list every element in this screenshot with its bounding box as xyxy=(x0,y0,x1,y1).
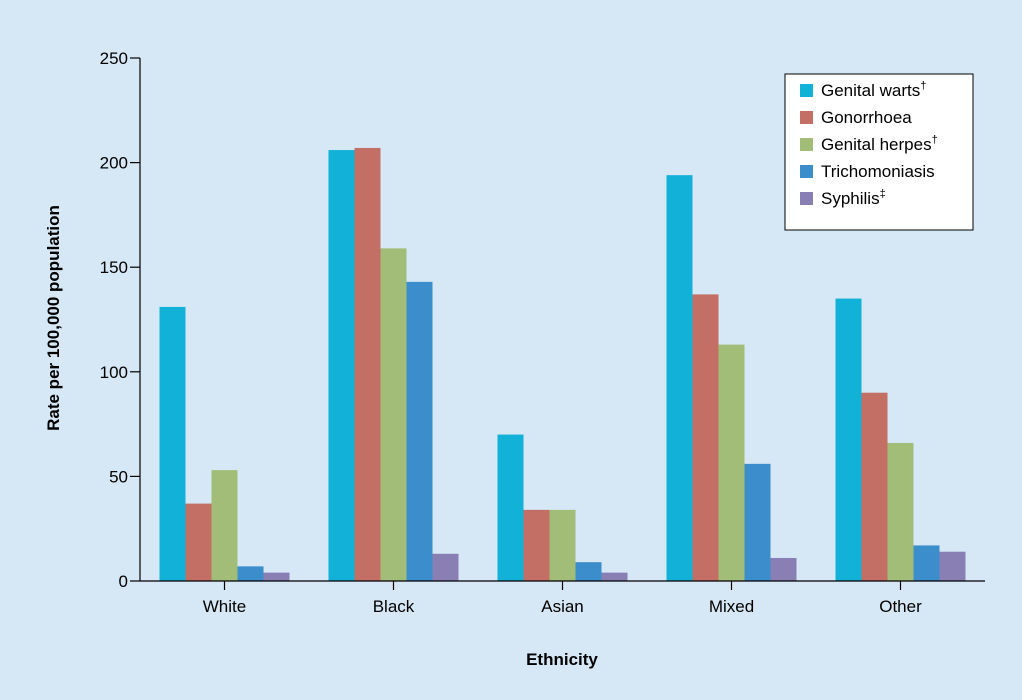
y-tick-label: 100 xyxy=(100,363,128,382)
legend-series-name: Gonorrhoea xyxy=(821,108,912,127)
legend-series-name: Genital warts xyxy=(821,81,920,100)
bar-syphilis-white xyxy=(263,572,290,581)
x-tick-label-white: White xyxy=(203,597,246,616)
bar-gonorrhoea-other xyxy=(861,392,888,581)
bar-gonorrhoea-mixed xyxy=(692,294,719,581)
legend-footnote-marker: ‡ xyxy=(880,188,886,200)
legend-label-trichomoniasis: Trichomoniasis xyxy=(821,162,935,181)
legend-box xyxy=(784,73,974,231)
bar-trichomoniasis-white xyxy=(237,566,264,581)
bar-genital-herpes-white xyxy=(211,470,238,581)
y-tick-label: 150 xyxy=(100,258,128,277)
bar-trichomoniasis-asian xyxy=(575,562,602,581)
y-tick-label: 200 xyxy=(100,154,128,173)
bar-genital-herpes-black xyxy=(380,248,407,581)
legend-swatch-gonorrhoea xyxy=(800,111,813,124)
bar-genital-warts-black xyxy=(328,150,355,581)
legend-swatch-genital-herpes xyxy=(800,138,813,151)
bar-gonorrhoea-black xyxy=(354,147,381,581)
x-tick-label-asian: Asian xyxy=(541,597,584,616)
bar-genital-herpes-asian xyxy=(549,509,576,581)
bar-genital-warts-asian xyxy=(497,434,524,581)
bar-syphilis-black xyxy=(432,553,459,581)
legend-footnote-marker: † xyxy=(920,80,926,92)
bar-genital-warts-mixed xyxy=(666,175,693,582)
bar-genital-herpes-other xyxy=(887,442,914,581)
x-tick-label-mixed: Mixed xyxy=(709,597,754,616)
x-ticks: White Black Asian Mixed Other xyxy=(203,581,922,616)
legend-label-genital-warts: Genital warts† xyxy=(821,80,926,100)
bar-syphilis-other xyxy=(939,551,966,581)
legend-series-name: Trichomoniasis xyxy=(821,162,935,181)
legend-swatch-syphilis xyxy=(800,192,813,205)
y-tick-label: 50 xyxy=(109,467,128,486)
legend-swatch-genital-warts xyxy=(800,84,813,97)
bars-layer xyxy=(159,147,966,582)
legend-label-gonorrhoea: Gonorrhoea xyxy=(821,108,912,127)
bar-gonorrhoea-asian xyxy=(523,509,550,581)
y-tick-label: 0 xyxy=(119,572,128,591)
legend-label-syphilis: Syphilis‡ xyxy=(821,188,886,208)
bar-genital-warts-other xyxy=(835,298,862,581)
y-ticks: 0 50 100 150 200 250 xyxy=(100,49,140,591)
legend-swatch-trichomoniasis xyxy=(800,165,813,178)
x-axis-title: Ethnicity xyxy=(526,650,598,669)
bar-trichomoniasis-mixed xyxy=(744,463,771,581)
y-tick-label: 250 xyxy=(100,49,128,68)
y-axis-title: Rate per 100,000 population xyxy=(44,205,63,431)
bar-genital-warts-white xyxy=(159,306,186,581)
legend-footnote-marker: † xyxy=(932,134,938,146)
legend-label-genital-herpes: Genital herpes† xyxy=(821,134,938,154)
x-tick-label-black: Black xyxy=(373,597,415,616)
bar-syphilis-mixed xyxy=(770,557,797,581)
bar-syphilis-asian xyxy=(601,572,628,581)
legend-series-name: Genital herpes xyxy=(821,135,932,154)
bar-gonorrhoea-white xyxy=(185,503,212,581)
x-tick-label-other: Other xyxy=(879,597,922,616)
bar-genital-herpes-mixed xyxy=(718,344,745,581)
legend-series-name: Syphilis xyxy=(821,189,880,208)
bar-trichomoniasis-black xyxy=(406,281,433,581)
bar-trichomoniasis-other xyxy=(913,545,940,581)
